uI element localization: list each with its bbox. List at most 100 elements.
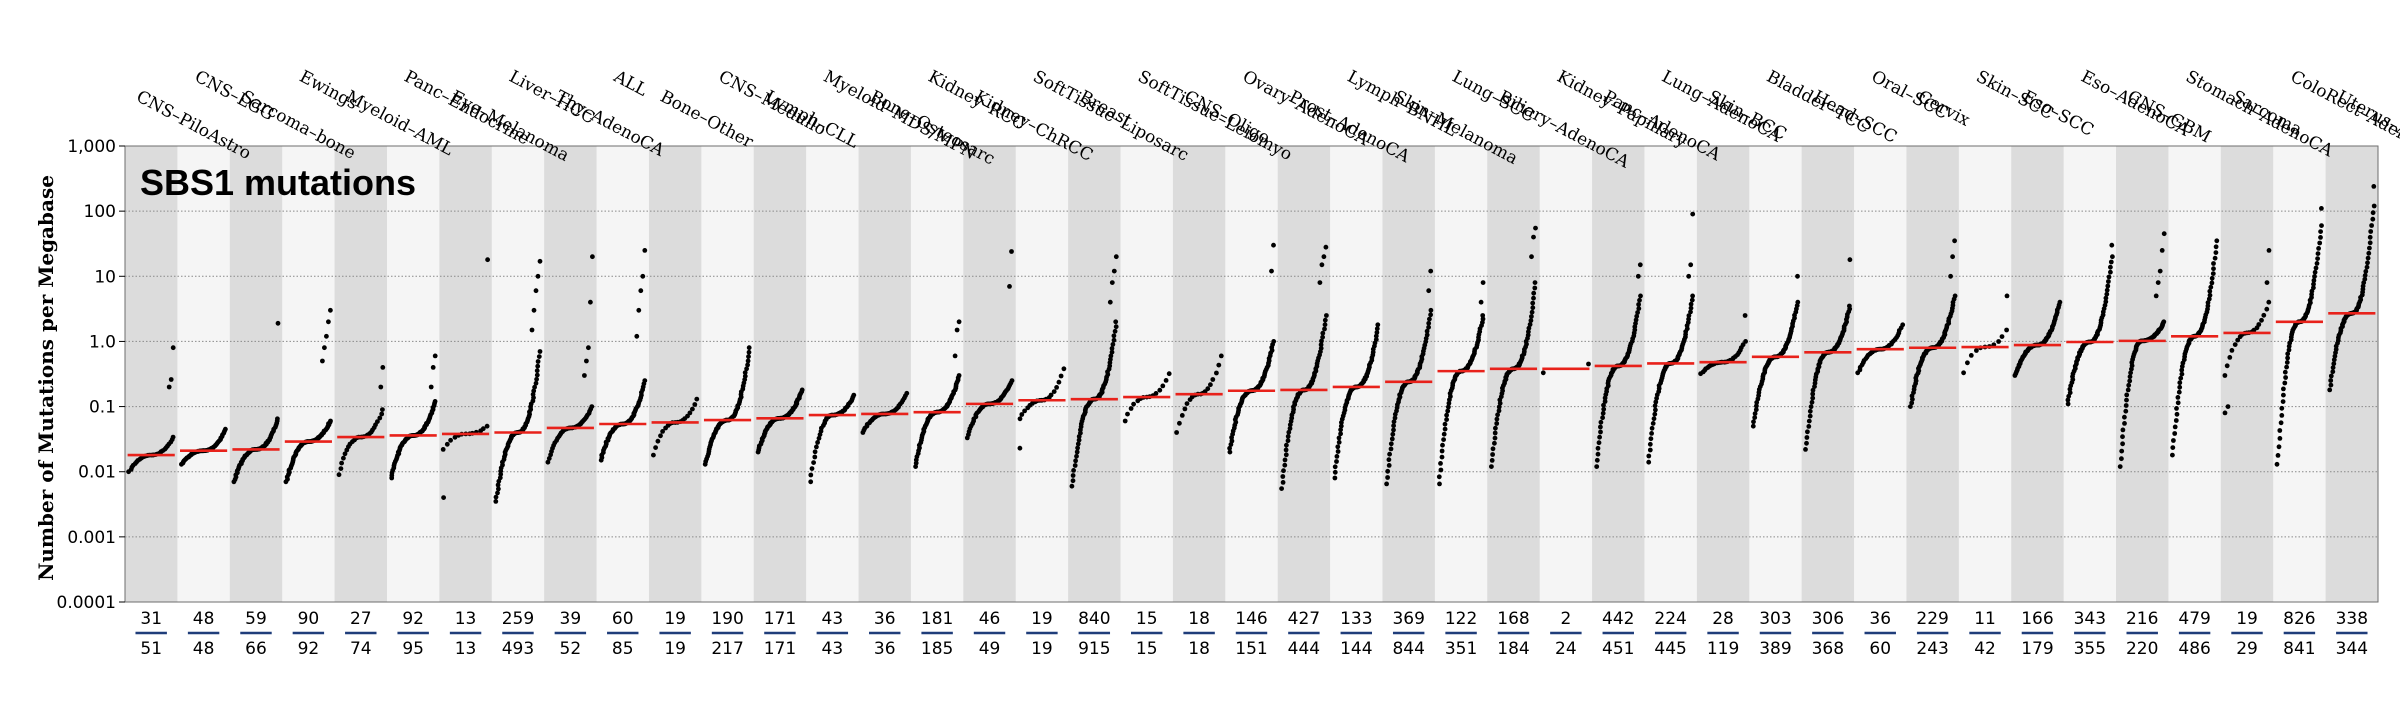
data-point (1284, 442, 1289, 448)
column-band (2011, 146, 2065, 602)
outlier-point (1319, 262, 1325, 268)
data-point (2277, 428, 2283, 433)
column-band (1330, 146, 1383, 602)
data-point (1808, 404, 1814, 410)
count-top: 259 (502, 609, 534, 629)
data-point (380, 407, 385, 412)
data-point (2176, 389, 2182, 395)
data-point (2206, 296, 2212, 302)
data-point (956, 373, 962, 378)
data-point (1210, 377, 1216, 382)
data-point (1598, 429, 1603, 435)
data-point (1804, 435, 1810, 440)
data-point (1439, 454, 1445, 460)
data-point (2120, 441, 2126, 447)
data-point (1652, 403, 1658, 409)
data-point (1338, 423, 1344, 429)
data-point (497, 475, 503, 481)
data-point (1908, 404, 1913, 409)
data-point (1446, 400, 1452, 406)
data-point (1324, 313, 1329, 318)
outlier-point (2371, 184, 2377, 189)
outlier-point (1637, 262, 1643, 268)
data-point (687, 410, 693, 416)
data-point (2235, 337, 2241, 343)
data-point (2367, 234, 2373, 240)
data-point (531, 388, 537, 394)
count-bottom: 220 (2126, 639, 2158, 659)
data-point (2318, 235, 2323, 240)
data-point (1179, 413, 1185, 418)
column-band (648, 146, 702, 602)
data-point (1125, 411, 1130, 417)
data-point (1075, 445, 1080, 451)
column-band (125, 146, 178, 602)
data-point (1214, 370, 1219, 376)
data-point (2170, 445, 2176, 450)
data-point (851, 392, 857, 398)
outlier-point (1007, 284, 1012, 289)
data-point (1646, 453, 1652, 459)
data-point (1752, 415, 1758, 420)
data-point (1318, 345, 1324, 351)
data-point (1109, 349, 1115, 355)
data-point (2281, 386, 2286, 392)
data-point (1051, 389, 1057, 394)
data-point (2318, 229, 2324, 235)
outlier-point (586, 345, 591, 351)
count-top: 11 (1974, 609, 1996, 629)
outlier-point (1686, 273, 1692, 279)
data-point (493, 499, 499, 504)
data-point (1526, 329, 1531, 335)
data-point (2174, 406, 2179, 411)
data-point (660, 429, 665, 434)
data-point (2274, 461, 2280, 467)
data-point (2108, 259, 2114, 265)
count-top: 31 (140, 609, 162, 629)
outlier-point (2159, 248, 2165, 253)
data-point (2285, 351, 2291, 357)
outlier-point (584, 358, 589, 364)
data-point (1688, 309, 1693, 315)
data-point (2370, 210, 2376, 216)
count-bottom: 915 (1078, 639, 1110, 659)
data-point (532, 384, 537, 390)
column-band (1854, 146, 1907, 602)
outlier-point (2004, 293, 2010, 299)
data-point (1424, 328, 1430, 334)
data-point (1637, 297, 1642, 303)
data-point (1069, 483, 1075, 489)
data-point (2124, 397, 2129, 403)
data-point (444, 441, 450, 447)
data-point (1128, 406, 1134, 411)
category-label: CNS–Oligo (1181, 87, 1273, 149)
count-bottom: 451 (1602, 639, 1634, 659)
category-label: CNS–GBM (2124, 87, 2214, 148)
outlier-point (2264, 280, 2270, 285)
data-point (1285, 438, 1291, 444)
data-point (2227, 355, 2233, 360)
data-point (2261, 312, 2267, 318)
data-point (1335, 449, 1341, 454)
data-point (2276, 444, 2282, 450)
data-point (1638, 293, 1643, 299)
outlier-point (1480, 280, 1486, 285)
data-point (1952, 293, 1958, 299)
column-band (858, 146, 912, 602)
data-point (1374, 326, 1380, 332)
data-point (2370, 216, 2376, 222)
count-top: 229 (1916, 609, 1948, 629)
outlier-point (1321, 254, 1327, 260)
outlier-point (1795, 273, 1800, 279)
data-point (338, 466, 344, 471)
data-point (811, 460, 816, 465)
y-tick-label: 100 (84, 202, 116, 222)
data-point (1999, 334, 2005, 339)
data-point (1384, 481, 1389, 487)
count-bottom: 185 (921, 639, 953, 659)
data-point (2214, 238, 2220, 244)
data-point (1160, 383, 1166, 389)
outlier-point (2161, 231, 2167, 237)
count-top: 216 (2126, 609, 2158, 629)
data-point (341, 455, 346, 461)
